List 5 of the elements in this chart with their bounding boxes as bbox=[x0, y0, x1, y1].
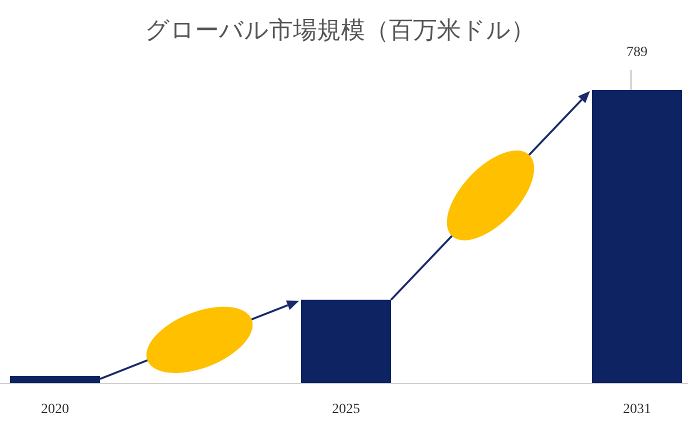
chart-title: グローバル市場規模（百万米ドル） bbox=[145, 16, 535, 44]
data-label: 789 bbox=[626, 45, 648, 60]
x-tick-label: 2025 bbox=[332, 402, 360, 417]
x-tick-label: 2020 bbox=[41, 402, 69, 417]
x-tick-label: 2031 bbox=[623, 402, 651, 417]
